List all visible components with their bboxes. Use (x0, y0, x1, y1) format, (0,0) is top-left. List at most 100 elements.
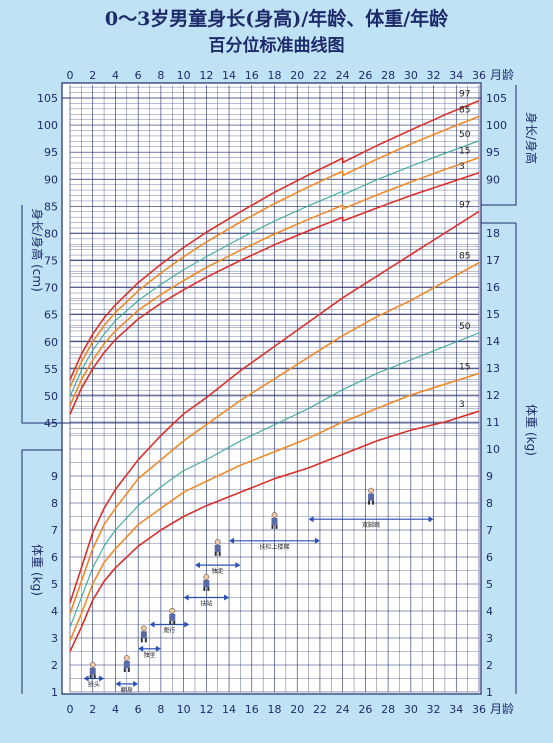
x-tick-label-top: 10 (177, 69, 191, 82)
x-tick-label-bottom: 28 (381, 703, 395, 716)
x-tick-label-bottom: 24 (336, 703, 350, 716)
milestone-label: 抬头 (88, 681, 100, 689)
height-tick-left: 95 (44, 146, 58, 159)
weight-series-97 (69, 210, 480, 604)
x-tick-label-top: 32 (427, 69, 441, 82)
milestone: 独走 (194, 539, 241, 575)
baby-figure-icon (203, 574, 210, 591)
height-tick-left: 80 (44, 227, 58, 240)
milestone-label: 爬行 (163, 627, 175, 635)
weight-tick-right: 14 (486, 335, 500, 348)
weight-series-label-50: 50 (459, 322, 471, 332)
milestone-arrow-left (115, 680, 121, 687)
x-tick-label-bottom: 36 (472, 703, 486, 716)
x-tick-label-bottom: 34 (449, 703, 463, 716)
x-tick-label-top: 26 (358, 69, 372, 82)
height-series-label-3: 3 (459, 162, 465, 172)
x-tick-label-bottom: 20 (290, 703, 304, 716)
baby-figure-icon (169, 607, 176, 625)
axes: 0022446688101012121414161618182020222224… (21, 68, 539, 716)
x-unit-bottom: 月龄 (490, 702, 514, 716)
weight-tick-left: 4 (51, 605, 58, 618)
milestone-arrow-right (235, 562, 241, 569)
weight-tick-right: 1 (486, 686, 493, 699)
height-axis-label-left: 身长/身高 (cm) (30, 208, 45, 292)
x-tick-label-top: 12 (199, 69, 213, 82)
weight-tick-left: 8 (51, 497, 58, 510)
x-unit-top: 月龄 (490, 68, 514, 82)
baby-figure-icon (368, 487, 375, 505)
height-axis-label-right: 身长/身高 (524, 112, 539, 164)
height-tick-left: 65 (44, 309, 58, 322)
weight-tick-right: 3 (486, 632, 493, 645)
x-tick-label-top: 30 (404, 69, 418, 82)
milestone-arrow-left (149, 621, 155, 628)
weight-tick-right: 15 (486, 308, 500, 321)
x-tick-label-top: 34 (449, 69, 463, 82)
weight-tick-right: 13 (486, 362, 500, 375)
height-series-15 (69, 156, 480, 407)
weight-tick-right: 16 (486, 281, 500, 294)
milestone-arrow-right (133, 680, 139, 687)
x-tick-label-bottom: 22 (313, 703, 327, 716)
axis-frame-weight (21, 222, 516, 694)
grid (69, 85, 480, 693)
weight-series-label-85: 85 (459, 252, 470, 262)
milestone-arrow-right (99, 675, 105, 682)
x-tick-label-top: 22 (313, 69, 327, 82)
x-tick-label-bottom: 4 (112, 703, 119, 716)
weight-axis-label-right: 体重 (kg) (524, 404, 538, 456)
height-series-50 (69, 140, 480, 397)
weight-tick-right: 4 (486, 605, 493, 618)
height-tick-left: 55 (44, 363, 58, 376)
milestone-label: 双脚跳 (362, 521, 380, 529)
height-tick-left: 100 (37, 119, 58, 132)
baby-figure-icon (214, 539, 221, 556)
x-tick-label-top: 4 (112, 69, 119, 82)
percentile-labels: 97 85 50 15 3 97 85 50 15 3 (459, 90, 471, 410)
milestone: 双脚跳 (308, 487, 434, 529)
weight-tick-right: 7 (486, 524, 493, 537)
x-tick-label-bottom: 10 (177, 703, 191, 716)
weight-tick-right: 10 (486, 443, 500, 456)
height-tick-right: 105 (486, 92, 507, 105)
height-series-label-15: 15 (459, 147, 470, 157)
milestone-arrow-left (138, 645, 144, 652)
x-tick-label-bottom: 32 (427, 703, 441, 716)
height-tick-left: 60 (44, 336, 58, 349)
milestone: 扶栏上楼梯 (229, 512, 320, 551)
weight-tick-right: 18 (486, 227, 500, 240)
height-tick-left: 50 (44, 390, 58, 403)
x-tick-label-bottom: 26 (358, 703, 372, 716)
weight-series-label-3: 3 (459, 400, 465, 410)
weight-tick-left: 1 (51, 686, 58, 699)
axis-frame-left (21, 205, 517, 694)
height-tick-right: 95 (486, 146, 500, 159)
milestone-label: 独走 (212, 567, 224, 575)
height-tick-left: 45 (44, 417, 58, 430)
x-tick-label-bottom: 30 (404, 703, 418, 716)
height-tick-left: 85 (44, 200, 58, 213)
series-lines (69, 99, 480, 652)
x-tick-label-bottom: 2 (89, 703, 96, 716)
axis-frame-height (62, 85, 517, 424)
weight-tick-left: 9 (51, 470, 58, 483)
x-tick-label-top: 6 (135, 69, 142, 82)
height-series-97 (69, 99, 480, 381)
x-tick-label-top: 2 (89, 69, 96, 82)
milestone-arrow-left (183, 594, 189, 601)
x-tick-label-top: 18 (268, 69, 282, 82)
height-tick-right: 90 (486, 173, 500, 186)
milestone-label: 翻身 (121, 686, 133, 694)
height-tick-left: 70 (44, 282, 58, 295)
weight-tick-right: 2 (486, 659, 493, 672)
milestone-arrow-right (184, 621, 190, 628)
x-tick-label-bottom: 14 (222, 703, 236, 716)
weight-tick-right: 17 (486, 254, 500, 267)
weight-tick-left: 2 (51, 659, 58, 672)
milestone-arrow-left (229, 537, 235, 544)
weight-series-50 (69, 332, 480, 628)
weight-tick-left: 7 (51, 524, 58, 537)
x-tick-label-top: 36 (472, 69, 486, 82)
